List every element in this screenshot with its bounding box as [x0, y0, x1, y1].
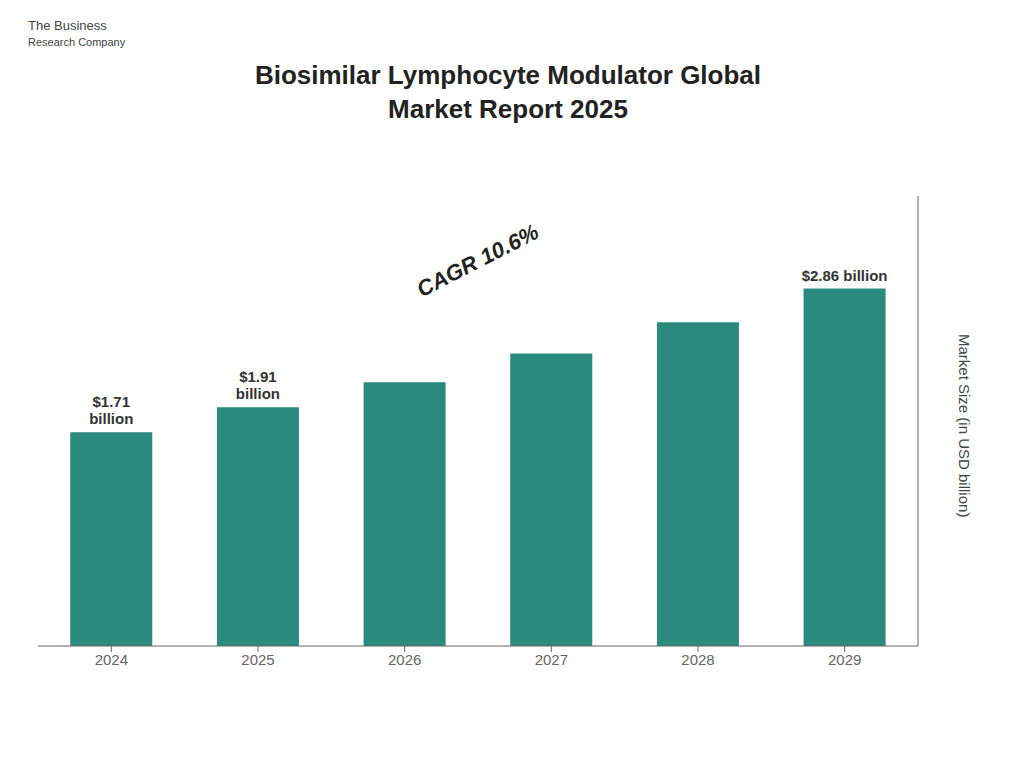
- svg-text:2026: 2026: [388, 651, 421, 668]
- svg-text:$1.91billion: $1.91billion: [236, 368, 280, 402]
- svg-text:2027: 2027: [535, 651, 568, 668]
- svg-text:2025: 2025: [241, 651, 274, 668]
- html-text:Biosimilar Lymphocyte Modulato: Biosimilar Lymphocyte Modulator Global M…: [254, 60, 761, 124]
- html-text:Research Company: Research Company: [28, 36, 126, 48]
- svg-text:2029: 2029: [828, 651, 861, 668]
- svg-text:2024: 2024: [95, 651, 128, 668]
- svg-text:2028: 2028: [681, 651, 714, 668]
- html-text:Market Size (in USD billion): Market Size (in USD billion): [956, 334, 973, 518]
- svg-text:$2.86 billion: $2.86 billion: [802, 267, 888, 284]
- html-text:CAGR 10.6%: CAGR 10.6%: [412, 219, 543, 302]
- html-text:The Business: The Business: [28, 18, 107, 33]
- svg-text:$1.71billion: $1.71billion: [89, 393, 133, 427]
